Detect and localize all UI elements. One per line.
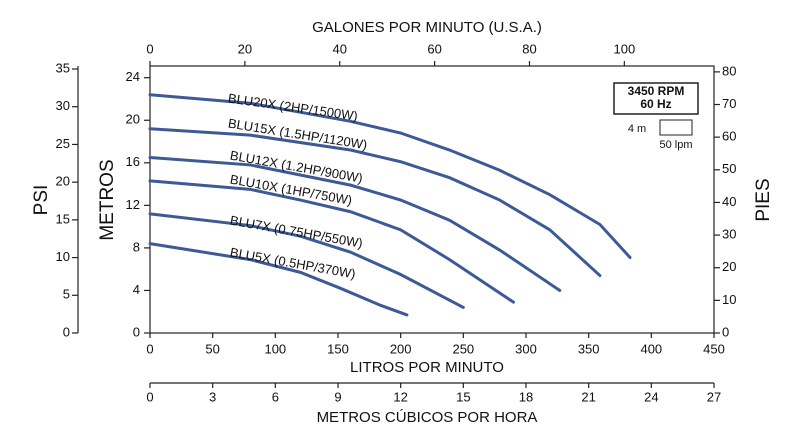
- tick-label: 0: [63, 324, 70, 339]
- tick-label: 24: [644, 389, 658, 404]
- tick-label: 10: [56, 249, 70, 264]
- tick-label: 20: [126, 112, 140, 127]
- tick-label: 0: [146, 341, 153, 356]
- tick-label: 60: [427, 41, 441, 56]
- legend-box: [613, 82, 699, 115]
- curve: [148, 242, 409, 317]
- scale-flow: 50 lpm: [659, 139, 692, 151]
- tick-label: 300: [515, 341, 537, 356]
- tick-label: 0: [722, 324, 729, 339]
- tick-label: 50: [205, 341, 219, 356]
- tick-label: 4: [133, 282, 140, 297]
- y2-axis-title: PIES: [753, 178, 774, 221]
- tick-label: 5: [63, 287, 70, 302]
- tick-label: 8: [133, 239, 140, 254]
- tick-label: 250: [452, 341, 474, 356]
- tick-label: 80: [522, 41, 536, 56]
- tick-label: 60: [722, 129, 736, 144]
- tick-label: 21: [581, 389, 595, 404]
- tick-label: 10: [722, 292, 736, 307]
- tick-label: 16: [126, 154, 140, 169]
- top-axis-title: GALONES POR MINUTO (U.S.A.): [312, 19, 542, 36]
- tick-label: 0: [146, 41, 153, 56]
- tick-label: 40: [722, 194, 736, 209]
- tick-label: 100: [613, 41, 635, 56]
- curve: [148, 155, 562, 292]
- tick-label: 25: [56, 136, 70, 151]
- tick-label: 20: [238, 41, 252, 56]
- series-label: BLU5X (0.5HP/370W): [229, 245, 357, 282]
- tick-label: 12: [393, 389, 407, 404]
- y-axis-title: METROS: [97, 159, 118, 240]
- scale-height: 4 m: [628, 123, 646, 135]
- tick-label: 30: [56, 98, 70, 113]
- curve: [148, 127, 602, 278]
- tick-label: 0: [146, 389, 153, 404]
- tick-label: 70: [722, 96, 736, 111]
- tick-label: 0: [133, 324, 140, 339]
- tick-label: 50: [722, 161, 736, 176]
- tick-label: 35: [56, 60, 70, 75]
- curve: [148, 212, 465, 309]
- tick-label: 27: [707, 389, 721, 404]
- tick-label: 9: [334, 389, 341, 404]
- tick-label: 15: [56, 211, 70, 226]
- tick-label: 30: [722, 227, 736, 242]
- tick-label: 20: [722, 259, 736, 274]
- plot-frame: [149, 65, 715, 334]
- tick-label: 3: [209, 389, 216, 404]
- m3h-axis-title: METROS CÚBICOS POR HORA: [317, 409, 538, 426]
- legend-text: 60 Hz: [640, 97, 671, 111]
- tick-label: 400: [640, 341, 662, 356]
- legend-text: 3450 RPM: [628, 84, 685, 98]
- curve: [148, 179, 515, 304]
- psi-axis-title: PSI: [31, 185, 52, 216]
- tick-label: 80: [722, 63, 736, 78]
- tick-label: 450: [703, 341, 725, 356]
- tick-label: 350: [578, 341, 600, 356]
- scale-box: [659, 119, 693, 136]
- tick-label: 20: [56, 174, 70, 189]
- tick-label: 200: [390, 341, 412, 356]
- x-axis-title: LITROS POR MINUTO: [350, 359, 504, 376]
- tick-label: 6: [272, 389, 279, 404]
- curve: [148, 93, 632, 259]
- tick-label: 18: [519, 389, 533, 404]
- tick-label: 12: [126, 197, 140, 212]
- tick-label: 100: [264, 341, 286, 356]
- tick-label: 40: [333, 41, 347, 56]
- tick-label: 150: [327, 341, 349, 356]
- tick-label: 24: [126, 69, 140, 84]
- series-label: BLU7X (0.75HP/550W): [229, 213, 364, 251]
- tick-label: 15: [456, 389, 470, 404]
